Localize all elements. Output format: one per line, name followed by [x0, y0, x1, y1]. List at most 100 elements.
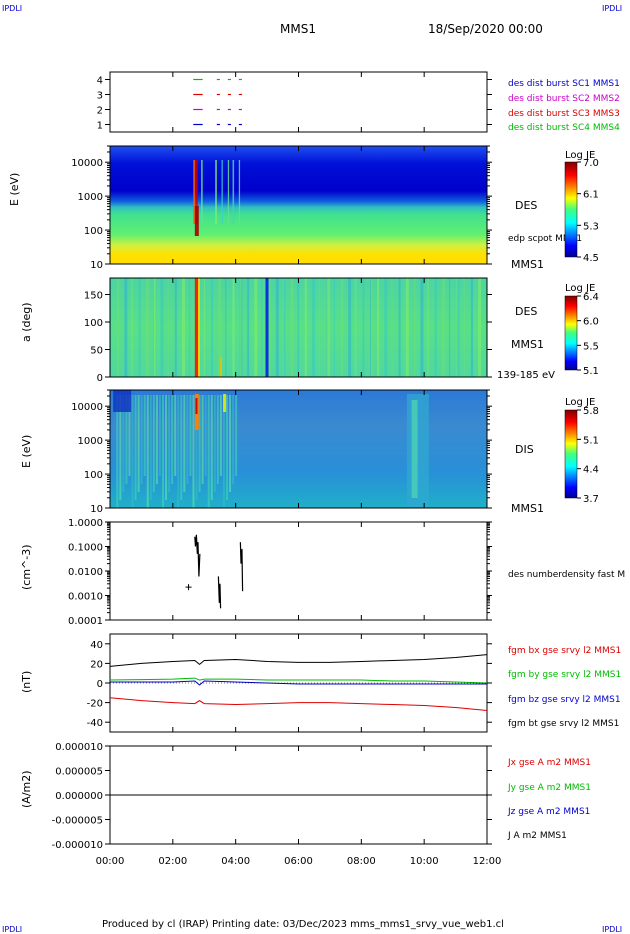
ytick-label-des-pitch-angle: 100	[84, 318, 103, 329]
colorbar-des-pitch-angle	[564, 295, 578, 371]
des-energy-feature	[279, 208, 282, 209]
panel-frame-burst-availability	[109, 71, 488, 133]
dis-energy-feature	[192, 395, 195, 508]
dis-energy-spacecraft-label: MMS1	[511, 502, 544, 515]
des-pitch-feature	[478, 278, 482, 377]
ytick-label-current-density: 0.000005	[55, 767, 103, 778]
density-line	[217, 576, 222, 609]
des-pitch-feature	[218, 278, 222, 377]
density-line	[239, 542, 244, 592]
des-pitch-feature	[391, 278, 393, 377]
dis-energy-feature	[186, 395, 189, 484]
legend-burst-sc4: des dist burst SC4 MMS4	[508, 123, 620, 133]
ytick-label-des-energy: 10	[90, 260, 103, 271]
des-pitch-feature	[297, 278, 299, 377]
dis-energy-feature	[137, 395, 140, 492]
des-pitch-feature	[145, 278, 149, 377]
dis-energy-feature	[116, 395, 119, 508]
density-line	[194, 534, 201, 577]
colorbar-tick-label-des-pitch-angle: 5.5	[583, 341, 599, 352]
des-pitch-feature	[449, 278, 451, 377]
des-energy-feature	[194, 206, 199, 236]
ytick-label-current-density: 0.000000	[55, 791, 103, 802]
dis-energy-colorbar-title: Log JE	[565, 397, 596, 408]
colorbar-tick-label-des-energy: 7.0	[583, 158, 599, 169]
des-energy-feature	[221, 160, 223, 224]
bfield-line-bt	[109, 654, 488, 667]
dis-energy-feature	[195, 398, 198, 414]
legend-burst-sc1: des dist burst SC1 MMS1	[508, 79, 620, 89]
des-pitch-feature	[434, 278, 437, 377]
des-pitch-feature	[348, 278, 352, 377]
colorbar-tick-label-dis-energy: 5.1	[583, 435, 599, 446]
dis-energy-feature	[222, 395, 225, 508]
colorbar-tick-label-des-pitch-angle: 6.4	[583, 292, 599, 303]
panel-frame-magnetic-field	[109, 633, 488, 733]
footer-credits: Produced by cl (IRAP) Printing date: 03/…	[102, 919, 504, 930]
legend-jx: Jx gse A m2 MMS1	[508, 758, 591, 768]
des-pitch-feature	[197, 278, 200, 377]
des-pitch-feature	[138, 278, 141, 377]
ytick-label-magnetic-field: -40	[87, 718, 103, 729]
ytick-label-density: 0.0100	[68, 567, 103, 578]
dis-energy-feature	[168, 395, 171, 492]
des-energy-spacecraft-label: MMS1	[511, 258, 544, 271]
des-energy-feature	[201, 160, 203, 224]
xtick-label: 10:00	[410, 856, 439, 867]
des-pitch-feature	[405, 278, 409, 377]
des-pitch-energy-range: 139-185 eV	[497, 370, 555, 381]
dis-energy-feature	[177, 395, 180, 508]
des-pitch-feature	[232, 278, 235, 377]
des-pitch-feature	[355, 278, 357, 377]
des-pitch-feature	[254, 278, 258, 377]
dis-energy-feature	[158, 395, 161, 476]
dis-energy-feature	[119, 395, 122, 500]
des-pitch-feature	[319, 278, 321, 377]
colorbar-tick-label-dis-energy: 4.4	[583, 465, 599, 476]
des-pitch-feature	[261, 278, 263, 377]
des-pitch-feature	[326, 278, 330, 377]
ytick-label-density: 0.0001	[68, 616, 103, 627]
des-pitch-feature	[398, 278, 401, 377]
legend-j: J A m2 MMS1	[508, 831, 567, 841]
dis-energy-feature	[201, 395, 204, 484]
dis-energy-feature	[225, 395, 228, 500]
dis-energy-feature	[128, 395, 131, 476]
des-energy-feature	[392, 208, 395, 209]
des-pitch-feature	[413, 278, 416, 377]
colorbar-tick-label-des-energy: 4.5	[583, 253, 599, 264]
colorbar-tick-label-des-pitch-angle: 5.1	[583, 366, 599, 377]
colorbar-tick-label-dis-energy: 3.7	[583, 494, 599, 505]
dis-energy-feature	[180, 395, 183, 500]
legend-burst-sc2: des dist burst SC2 MMS2	[508, 94, 620, 104]
legend-jy: Jy gse A m2 MMS1	[508, 783, 591, 793]
legend-jz: Jz gse A m2 MMS1	[508, 807, 591, 817]
colorbar-tick-label-dis-energy: 5.8	[583, 406, 599, 417]
des-energy-spectrogram	[110, 146, 487, 264]
dis-energy-feature	[171, 395, 174, 484]
dis-energy-feature	[122, 395, 125, 492]
des-pitch-spacecraft-label: MMS1	[511, 338, 544, 351]
dis-energy-feature	[131, 395, 134, 508]
des-pitch-feature	[456, 278, 460, 377]
ytick-label-current-density: -0.000005	[52, 816, 103, 827]
dis-energy-instrument-label: DIS	[515, 443, 534, 456]
des-pitch-feature	[239, 278, 243, 377]
xtick-label: 06:00	[284, 856, 313, 867]
des-pitch-feature	[189, 278, 191, 377]
dis-energy-feature	[152, 395, 155, 492]
dis-energy-feature	[189, 395, 192, 476]
ytick-label-burst-availability: 2	[97, 106, 103, 117]
des-pitch-feature	[420, 278, 424, 377]
ytick-label-magnetic-field: 40	[90, 640, 103, 651]
dis-energy-feature	[216, 395, 219, 484]
legend-density: des numberdensity fast M	[508, 570, 626, 580]
des-energy-feature	[227, 160, 230, 224]
ytick-label-burst-availability: 3	[97, 91, 103, 102]
des-energy-feature	[232, 160, 235, 224]
des-pitch-feature	[362, 278, 365, 377]
des-energy-feature	[195, 160, 198, 224]
des-energy-instrument-label: DES	[515, 199, 538, 212]
des-energy-feature	[238, 160, 241, 224]
